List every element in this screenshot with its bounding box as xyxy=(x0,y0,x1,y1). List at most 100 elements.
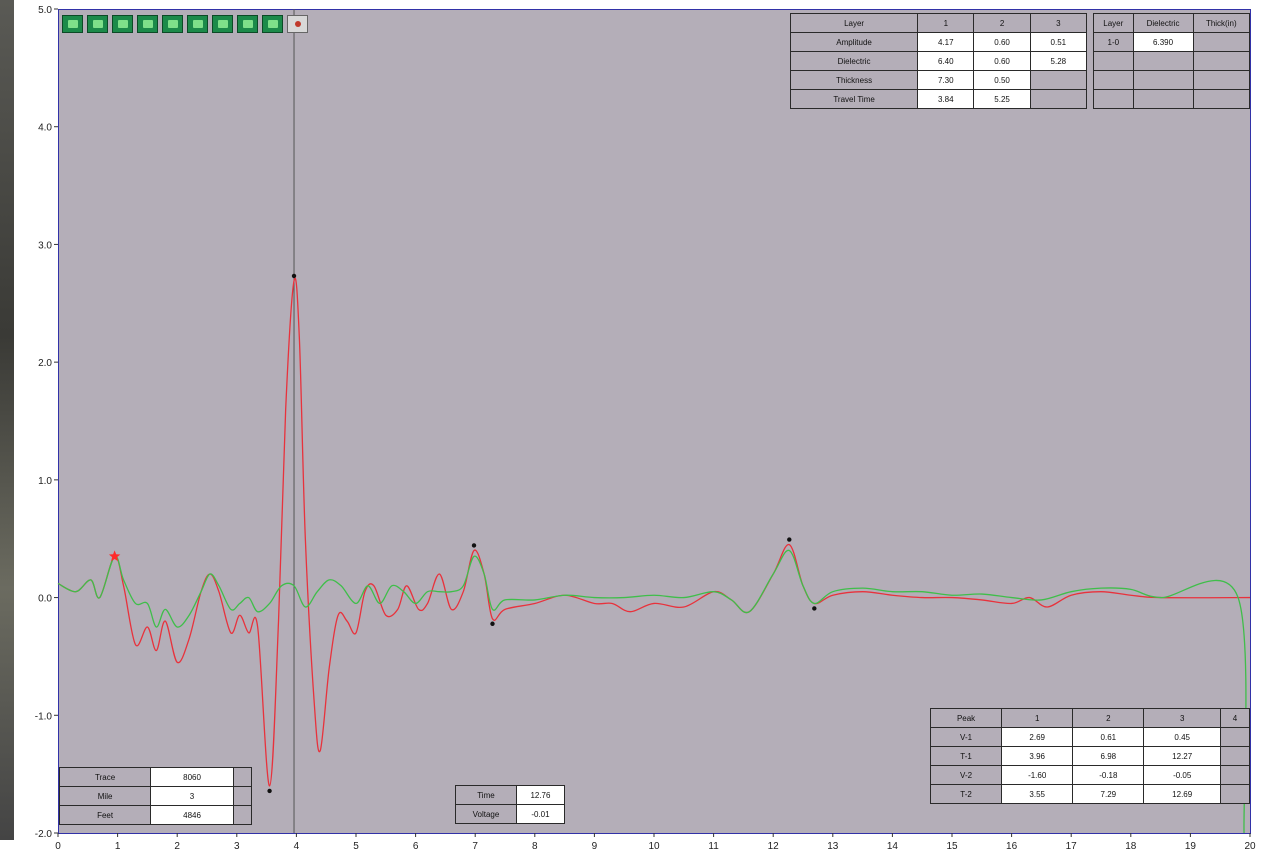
cursor-table-value: -0.01 xyxy=(515,804,566,824)
peak-button[interactable] xyxy=(187,15,208,33)
trace-table-label: Mile xyxy=(58,786,152,806)
zoom-in-button[interactable] xyxy=(62,15,83,33)
y-tick-label: 2.0 xyxy=(38,358,52,369)
trace-table-label: Feet xyxy=(58,805,152,825)
close-icon xyxy=(295,21,301,27)
peak-icon xyxy=(193,20,203,28)
y-tick-label: -2.0 xyxy=(35,829,53,840)
x-tick-label: 16 xyxy=(1006,841,1018,852)
trace-table-empty xyxy=(232,805,253,825)
peak-table-cell: -0.18 xyxy=(1072,765,1145,785)
trace-icon xyxy=(118,20,128,28)
y-tick-label: 4.0 xyxy=(38,123,52,134)
x-tick-label: 10 xyxy=(648,841,660,852)
layer-icon xyxy=(143,20,153,28)
pan-button[interactable] xyxy=(87,15,108,33)
x-tick-label: 14 xyxy=(887,841,899,852)
red-waveform-line xyxy=(57,277,1251,787)
peak-table-cell xyxy=(1220,746,1250,766)
toolbar xyxy=(62,15,308,33)
x-tick-label: 8 xyxy=(532,841,538,852)
peak-table-cell: 2.69 xyxy=(1001,727,1074,747)
peak-table-row-label: V-2 xyxy=(929,765,1003,785)
table-row: Mile 3 xyxy=(58,786,253,806)
layer-button[interactable] xyxy=(137,15,158,33)
x-tick-label: 20 xyxy=(1244,841,1256,852)
settings-icon xyxy=(268,20,278,28)
dielectric-table-cell xyxy=(1192,70,1251,90)
marker-layer xyxy=(108,273,817,794)
peak-table-cell: 12.27 xyxy=(1143,746,1221,766)
layer-table-row-label: Dielectric xyxy=(789,51,919,71)
y-tick-label: 1.0 xyxy=(38,476,52,487)
x-tick-label: 2 xyxy=(174,841,180,852)
y-tick-label: 5.0 xyxy=(38,5,52,16)
zoom-in-icon xyxy=(68,20,78,28)
marker-button[interactable] xyxy=(162,15,183,33)
peak-table: Peak 1 2 3 4 V-1 2.69 0.61 0.45 T-1 3.96 6.98 12.27 V… xyxy=(929,708,1250,804)
dielectric-table-header: Layer xyxy=(1093,13,1134,33)
close-button[interactable] xyxy=(287,15,308,33)
cursor-readout-table: Time 12.76 Voltage -0.01 xyxy=(455,785,566,824)
dielectric-table-header: Thick(in) xyxy=(1192,13,1251,33)
trace-table-value: 3 xyxy=(150,786,234,806)
dielectric-table-cell xyxy=(1093,51,1134,71)
peak-table-cell: 3.96 xyxy=(1001,746,1074,766)
layer-table-cell: 0.51 xyxy=(1029,32,1088,52)
print-icon xyxy=(243,20,253,28)
save-button[interactable] xyxy=(212,15,233,33)
dielectric-table-cell xyxy=(1132,51,1194,71)
peak-table-cell xyxy=(1220,727,1250,747)
peak-table-row-label: V-1 xyxy=(929,727,1003,747)
trace-table-empty xyxy=(232,786,253,806)
x-tick-label: 7 xyxy=(472,841,478,852)
dielectric-table-cell xyxy=(1093,89,1134,109)
layer-table-cell: 0.50 xyxy=(973,70,1031,90)
table-row: V-1 2.69 0.61 0.45 xyxy=(929,727,1250,747)
plot-area[interactable] xyxy=(58,9,1251,834)
peak-table-cell: 0.45 xyxy=(1143,727,1221,747)
trace-button[interactable] xyxy=(112,15,133,33)
trace-table-empty xyxy=(232,767,253,787)
dielectric-table: Layer Dielectric Thick(in) 1-0 6.390 xyxy=(1093,13,1251,109)
dielectric-table-cell xyxy=(1132,70,1194,90)
x-tick-label: 18 xyxy=(1125,841,1137,852)
table-row xyxy=(1093,51,1251,71)
settings-button[interactable] xyxy=(262,15,283,33)
pan-icon xyxy=(93,20,103,28)
peak-marker xyxy=(471,543,477,548)
cursor-table-value: 12.76 xyxy=(515,785,566,805)
peak-table-header: 1 xyxy=(1001,708,1074,728)
x-tick-label: 0 xyxy=(55,841,61,852)
x-tick-label: 6 xyxy=(413,841,419,852)
trace-table-label: Trace xyxy=(58,767,152,787)
x-tick-label: 17 xyxy=(1066,841,1078,852)
window-edge xyxy=(0,0,14,840)
layer-table-header: 2 xyxy=(973,13,1031,33)
layer-table-cell: 3.84 xyxy=(917,89,975,109)
dielectric-table-cell xyxy=(1132,89,1194,109)
table-header-row: Layer 1 2 3 xyxy=(789,13,1088,33)
y-tick-label: 3.0 xyxy=(38,240,52,251)
x-tick-label: 9 xyxy=(592,841,598,852)
green-waveform-line xyxy=(57,549,1247,834)
layer-table-row-label: Thickness xyxy=(789,70,919,90)
table-row: V-2 -1.60 -0.18 -0.05 xyxy=(929,765,1250,785)
peak-table-cell: 7.29 xyxy=(1072,784,1145,804)
layer-table-header: Layer xyxy=(789,13,919,33)
table-row xyxy=(1093,89,1251,109)
table-row: T-1 3.96 6.98 12.27 xyxy=(929,746,1250,766)
dielectric-table-cell xyxy=(1093,70,1134,90)
dielectric-table-header: Dielectric xyxy=(1132,13,1194,33)
table-header-row: Layer Dielectric Thick(in) xyxy=(1093,13,1251,33)
table-row: Feet 4846 xyxy=(58,805,253,825)
x-tick-label: 3 xyxy=(234,841,240,852)
peak-table-cell: 12.69 xyxy=(1143,784,1221,804)
layer-table-header: 1 xyxy=(917,13,975,33)
trace-table-value: 8060 xyxy=(150,767,234,787)
print-button[interactable] xyxy=(237,15,258,33)
peak-marker xyxy=(490,621,495,626)
peak-table-header: Peak xyxy=(929,708,1003,728)
peak-table-header: 4 xyxy=(1220,708,1250,728)
